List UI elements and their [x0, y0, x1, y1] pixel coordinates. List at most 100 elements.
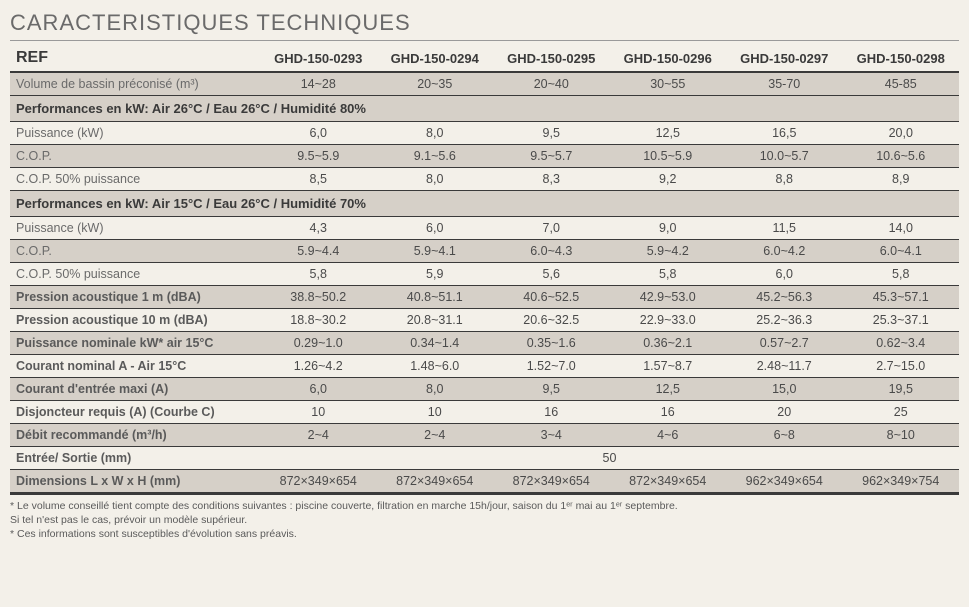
cell: 8,5	[260, 168, 377, 191]
cell: 16,5	[726, 122, 843, 145]
cell: 0.36~2.1	[610, 332, 727, 355]
row-label: C.O.P. 50% puissance	[10, 263, 260, 286]
cell: 4~6	[610, 424, 727, 447]
cell: 872×349×654	[493, 470, 610, 494]
section-header: Performances en kW: Air 26°C / Eau 26°C …	[10, 96, 959, 122]
cell: 25.3~37.1	[843, 309, 960, 332]
row-label: C.O.P.	[10, 145, 260, 168]
cell: 14,0	[843, 217, 960, 240]
cell: 2~4	[260, 424, 377, 447]
cell: 42.9~53.0	[610, 286, 727, 309]
cell: 7,0	[493, 217, 610, 240]
row-label: Puissance (kW)	[10, 122, 260, 145]
cell: 872×349×654	[377, 470, 494, 494]
table-row: C.O.P.9.5~5.99.1~5.69.5~5.710.5~5.910.0~…	[10, 145, 959, 168]
cell: 5,6	[493, 263, 610, 286]
cell: 50	[260, 447, 959, 470]
cell: 10.5~5.9	[610, 145, 727, 168]
cell: 9.5~5.7	[493, 145, 610, 168]
cell: 6,0	[260, 378, 377, 401]
cell: 0.29~1.0	[260, 332, 377, 355]
cell: 45.2~56.3	[726, 286, 843, 309]
table-row: Disjoncteur requis (A) (Courbe C)1010161…	[10, 401, 959, 424]
cell: 40.6~52.5	[493, 286, 610, 309]
cell: 5.9~4.2	[610, 240, 727, 263]
cell: 20.6~32.5	[493, 309, 610, 332]
cell: 9.5~5.9	[260, 145, 377, 168]
table-row: Puissance nominale kW* air 15°C0.29~1.0 0…	[10, 332, 959, 355]
footnote-1: Si tel n'est pas le cas, prévoir un modè…	[10, 513, 959, 527]
cell: 6,0	[377, 217, 494, 240]
row-label: Courant d'entrée maxi (A)	[10, 378, 260, 401]
cell: 8,8	[726, 168, 843, 191]
cell: 10	[377, 401, 494, 424]
cell: 5,8	[260, 263, 377, 286]
cell: 16	[493, 401, 610, 424]
cell: 962×349×754	[843, 470, 960, 494]
cell: 9.1~5.6	[377, 145, 494, 168]
cell: 15,0	[726, 378, 843, 401]
cell: 12,5	[610, 122, 727, 145]
cell: 5.9~4.1	[377, 240, 494, 263]
table-row: Courant nominal A - Air 15°C1.26~4.21.48…	[10, 355, 959, 378]
cell: 0.62~3.4	[843, 332, 960, 355]
cell: 3~4	[493, 424, 610, 447]
cell: 6~8	[726, 424, 843, 447]
cell: 9,5	[493, 122, 610, 145]
table-row: Dimensions L x W x H (mm)872×349×654872×…	[10, 470, 959, 494]
row-label: Disjoncteur requis (A) (Courbe C)	[10, 401, 260, 424]
header-col-2: GHD-150-0295	[493, 45, 610, 72]
header-row: REF GHD-150-0293 GHD-150-0294 GHD-150-02…	[10, 45, 959, 72]
cell: 5,8	[843, 263, 960, 286]
table-row: Courant d'entrée maxi (A)6,08,09,512,515…	[10, 378, 959, 401]
cell: 1.48~6.0	[377, 355, 494, 378]
row-label: C.O.P.	[10, 240, 260, 263]
cell: 12,5	[610, 378, 727, 401]
table-row: C.O.P.5.9~4.45.9~4.16.0~4.35.9~4.26.0~4.…	[10, 240, 959, 263]
cell: 22.9~33.0	[610, 309, 727, 332]
cell: 18.8~30.2	[260, 309, 377, 332]
cell: 45.3~57.1	[843, 286, 960, 309]
row-label: Entrée/ Sortie (mm)	[10, 447, 260, 470]
cell: 40.8~51.1	[377, 286, 494, 309]
cell: 25.2~36.3	[726, 309, 843, 332]
cell: 9,0	[610, 217, 727, 240]
cell: 19,5	[843, 378, 960, 401]
cell: 10.0~5.7	[726, 145, 843, 168]
cell: 4,3	[260, 217, 377, 240]
spec-table: REF GHD-150-0293 GHD-150-0294 GHD-150-02…	[10, 45, 959, 495]
cell: 9,2	[610, 168, 727, 191]
cell: 872×349×654	[610, 470, 727, 494]
cell: 20,0	[843, 122, 960, 145]
cell: 6,0	[260, 122, 377, 145]
cell: 8,9	[843, 168, 960, 191]
cell: 8~10	[843, 424, 960, 447]
table-row: Pression acoustique 1 m (dBA)38.8~50.240…	[10, 286, 959, 309]
cell: 8,0	[377, 168, 494, 191]
cell: 1.57~8.7	[610, 355, 727, 378]
cell: 11,5	[726, 217, 843, 240]
table-row: Débit recommandé (m³/h)2~42~43~44~66~88~…	[10, 424, 959, 447]
cell: 30~55	[610, 72, 727, 96]
cell: 8,0	[377, 122, 494, 145]
cell: 10	[260, 401, 377, 424]
cell: 20~40	[493, 72, 610, 96]
row-label: Puissance nominale kW* air 15°C	[10, 332, 260, 355]
cell: 20.8~31.1	[377, 309, 494, 332]
cell: 14~28	[260, 72, 377, 96]
cell: 5,8	[610, 263, 727, 286]
row-label: Volume de bassin préconisé (m³)	[10, 72, 260, 96]
footnote-0: * Le volume conseillé tient compte des c…	[10, 499, 959, 513]
cell: 25	[843, 401, 960, 424]
row-label: Débit recommandé (m³/h)	[10, 424, 260, 447]
cell: 8,0	[377, 378, 494, 401]
header-ref: REF	[10, 45, 260, 72]
cell: 8,3	[493, 168, 610, 191]
cell: 1.26~4.2	[260, 355, 377, 378]
cell: 20	[726, 401, 843, 424]
row-label: Pression acoustique 10 m (dBA)	[10, 309, 260, 332]
table-row: Pression acoustique 10 m (dBA)18.8~30.22…	[10, 309, 959, 332]
cell: 16	[610, 401, 727, 424]
header-col-5: GHD-150-0298	[843, 45, 960, 72]
table-row: C.O.P. 50% puissance5,85,95,65,86,05,8	[10, 263, 959, 286]
